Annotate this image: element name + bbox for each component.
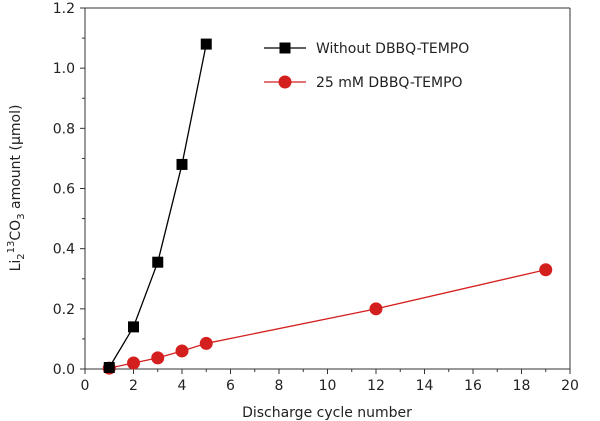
x-tick-label: 16 (464, 378, 482, 394)
data-point-square (128, 321, 139, 333)
data-point-circle (175, 344, 189, 358)
data-point-circle (151, 351, 165, 365)
x-tick-label: 4 (178, 378, 187, 394)
y-tick-label: 0.6 (53, 182, 75, 198)
y-axis-title-part: 2 (16, 253, 27, 259)
data-point-square (176, 158, 188, 170)
legend-marker-circle (278, 75, 292, 89)
y-axis-title: Li213CO3 amount (μmol) (6, 105, 27, 272)
x-tick-label: 6 (226, 378, 235, 394)
y-tick-label: 0.0 (53, 362, 75, 378)
x-tick-label: 2 (129, 378, 138, 394)
data-point-circle (369, 302, 383, 316)
legend: Without DBBQ-TEMPO 25 mM DBBQ-TEMPO (264, 41, 469, 91)
y-tick-label: 0.2 (53, 302, 75, 318)
y-axis-title-part: CO (8, 220, 24, 241)
legend-label: Without DBBQ-TEMPO (316, 41, 469, 57)
x-axis-title: Discharge cycle number (242, 405, 412, 421)
y-axis-title-part: Li (8, 260, 24, 272)
series-without-dbbq-tempo (103, 38, 212, 373)
series-dbbq-tempo-25mm (102, 263, 553, 375)
y-axis-title-part: 3 (16, 213, 27, 219)
data-point-circle (127, 356, 140, 370)
x-tick-label: 10 (319, 378, 337, 394)
data-point-square (152, 256, 164, 268)
x-tick-label: 14 (416, 378, 434, 394)
x-tick-label: 0 (81, 378, 90, 394)
x-tick-label: 18 (513, 378, 531, 394)
data-point-square (200, 38, 212, 50)
plot-axes (84, 7, 571, 370)
data-point-circle (199, 336, 213, 350)
y-tick-label: 1.0 (53, 61, 75, 77)
series-line-dbbq-tempo-25mm (109, 269, 546, 369)
y-axis-title-part: amount (μmol) (8, 105, 24, 214)
legend-marker-square (279, 42, 291, 54)
x-tick-label: 12 (367, 378, 385, 394)
legend-item-dbbq-tempo-25mm: 25 mM DBBQ-TEMPO (264, 75, 463, 91)
legend-label: 25 mM DBBQ-TEMPO (316, 75, 463, 91)
series-layer (102, 38, 553, 375)
series-line-without-dbbq-tempo (108, 43, 207, 368)
y-ticks: 0.0 0.2 0.4 0.6 0.8 1.0 1.2 (53, 1, 85, 378)
x-tick-label: 20 (561, 378, 579, 394)
x-tick-label: 8 (275, 378, 284, 394)
y-axis-title-part: 13 (6, 241, 17, 254)
x-ticks: 0 2 4 6 8 10 12 14 16 18 20 (81, 369, 579, 394)
y-tick-label: 0.4 (53, 242, 75, 258)
data-point-circle (539, 263, 553, 277)
legend-item-without-dbbq-tempo: Without DBBQ-TEMPO (264, 41, 469, 57)
data-point-square (103, 361, 115, 373)
y-tick-label: 1.2 (53, 1, 75, 17)
y-tick-label: 0.8 (53, 121, 75, 137)
